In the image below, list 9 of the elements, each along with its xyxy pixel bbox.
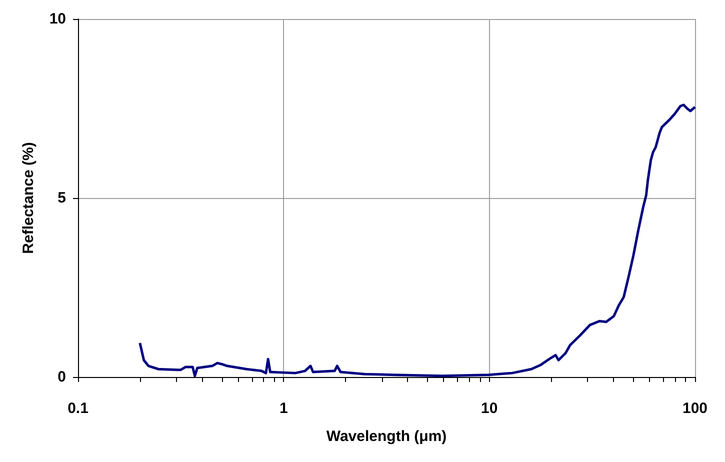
x-tick-label: 1 — [279, 400, 288, 417]
x-tick-label: 0.1 — [68, 400, 88, 417]
x-tick-label: 10 — [480, 400, 498, 417]
x-tick-label: 100 — [682, 400, 708, 417]
y-axis-title: Reflectance (%) — [20, 142, 37, 254]
x-axis-title: Wavelength (μm) — [326, 428, 447, 445]
y-tick-label: 5 — [58, 190, 66, 206]
y-tick-label: 10 — [49, 10, 66, 28]
y-tick-label: 0 — [58, 368, 66, 386]
